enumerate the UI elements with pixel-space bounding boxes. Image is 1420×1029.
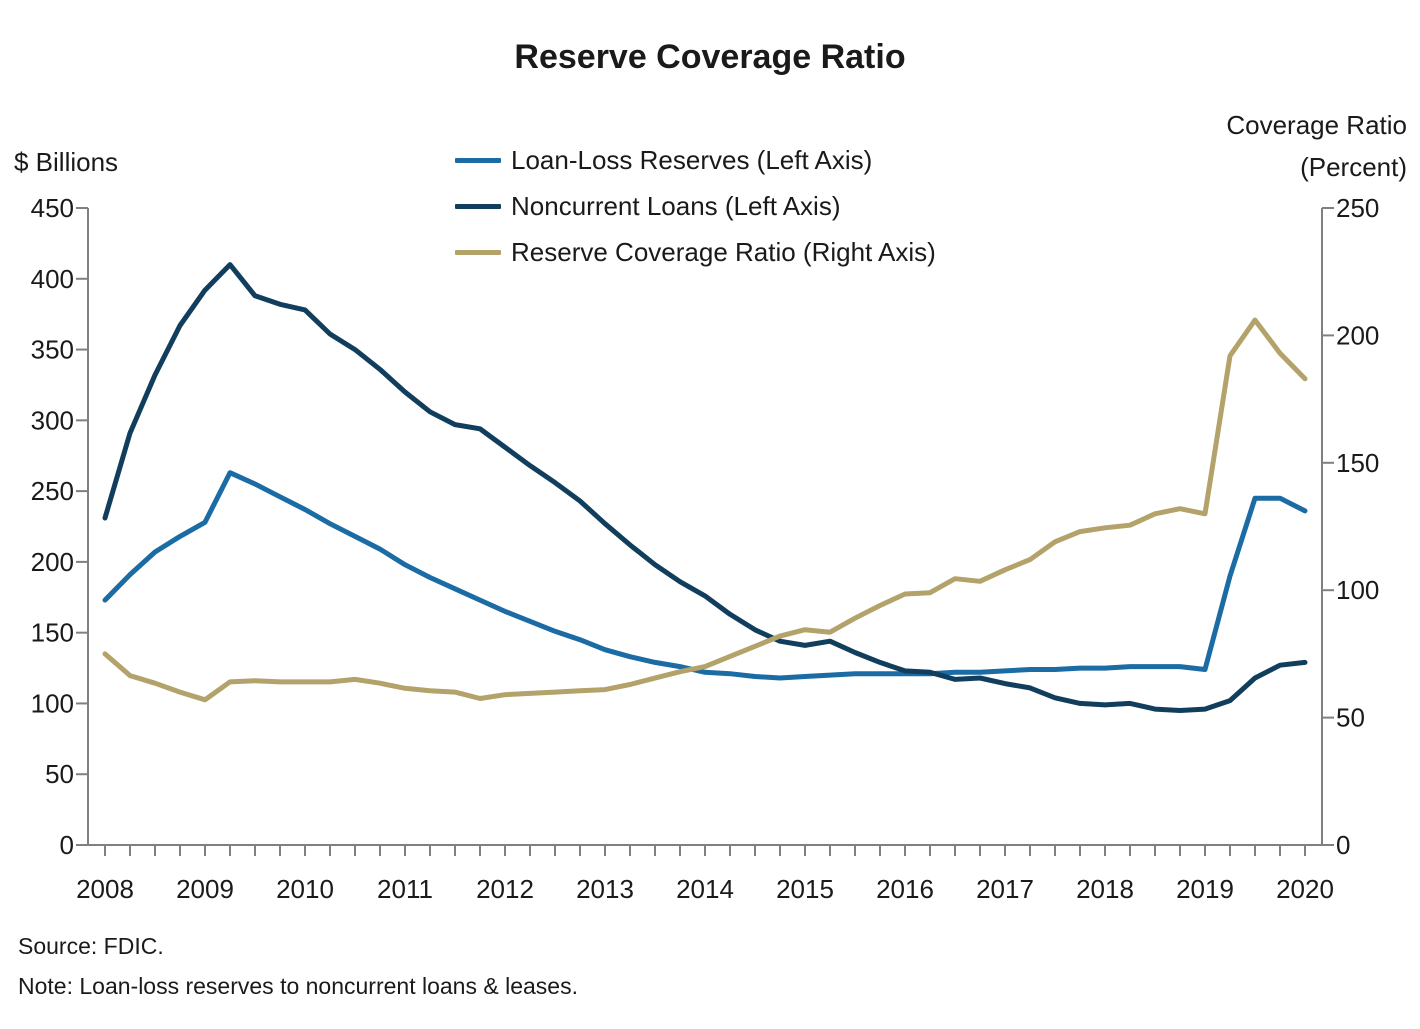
year-label: 2010 (276, 874, 334, 904)
year-label: 2018 (1076, 874, 1134, 904)
right-axis-title: Coverage Ratio (Percent) (1226, 104, 1407, 188)
year-label: 2012 (476, 874, 534, 904)
reserves-line (102, 470, 1308, 681)
year-label: 2011 (377, 874, 433, 904)
year-label: 2017 (976, 874, 1034, 904)
legend-label-ratio: Reserve Coverage Ratio (Right Axis) (511, 237, 936, 267)
left-tick-label: 350 (31, 335, 74, 365)
x-axis-ticks (104, 845, 1306, 856)
source-text: Source: FDIC. (18, 933, 164, 959)
year-label: 2020 (1276, 874, 1334, 904)
right-axis-title-line1: Coverage Ratio (1226, 110, 1407, 140)
ratio-line (102, 317, 1308, 703)
note-text: Note: Loan-loss reserves to noncurrent l… (18, 973, 578, 999)
left-tick-label: 50 (45, 759, 74, 789)
right-tick-label: 50 (1336, 703, 1365, 733)
noncurrent-line (102, 262, 1308, 713)
left-tick-label: 250 (31, 476, 74, 506)
year-label: 2014 (676, 874, 734, 904)
left-axis-title: $ Billions (14, 147, 119, 177)
legend-label-noncurrent: Noncurrent Loans (Left Axis) (511, 191, 841, 221)
left-tick-label: 200 (31, 547, 74, 577)
left-tick-label: 400 (31, 264, 74, 294)
right-axis-title-line2: (Percent) (1300, 152, 1407, 182)
year-label: 2008 (76, 874, 134, 904)
right-axis-ticks: 250 200 150 100 50 0 (1322, 193, 1379, 860)
legend-item-reserves: Loan-Loss Reserves (Left Axis) (455, 144, 936, 177)
right-tick-label: 0 (1336, 830, 1350, 860)
left-tick-label: 100 (31, 688, 74, 718)
year-label: 2015 (776, 874, 834, 904)
x-axis-year-labels: 2008 2009 2010 2011 2012 2013 2014 2015 2016 2017… (76, 874, 1334, 904)
right-tick-label: 100 (1336, 575, 1379, 605)
right-tick-label: 250 (1336, 193, 1379, 223)
left-tick-label: 300 (31, 405, 74, 435)
year-label: 2009 (176, 874, 234, 904)
noncurrent-line-swatch (455, 204, 501, 209)
left-tick-label: 450 (31, 193, 74, 223)
year-label: 2019 (1176, 874, 1234, 904)
legend-label-reserves: Loan-Loss Reserves (Left Axis) (511, 145, 873, 175)
left-tick-label: 150 (31, 618, 74, 648)
left-axis-ticks: 450 400 350 300 250 200 150 100 50 0 (31, 193, 88, 860)
ratio-line-swatch (455, 250, 501, 255)
reserves-line-swatch (455, 158, 501, 163)
left-tick-label: 0 (60, 830, 74, 860)
legend-item-noncurrent: Noncurrent Loans (Left Axis) (455, 190, 936, 223)
legend: Loan-Loss Reserves (Left Axis) Noncurren… (455, 144, 936, 282)
page-title: Reserve Coverage Ratio (514, 38, 906, 76)
right-tick-label: 150 (1336, 448, 1379, 478)
right-tick-label: 200 (1336, 320, 1379, 350)
year-label: 2016 (876, 874, 934, 904)
year-label: 2013 (576, 874, 634, 904)
legend-item-ratio: Reserve Coverage Ratio (Right Axis) (455, 236, 936, 269)
